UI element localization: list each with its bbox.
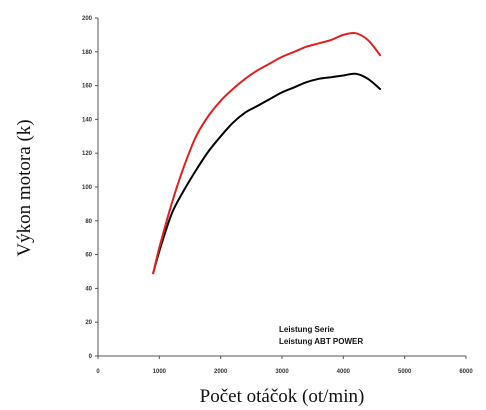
- y-tick-label: 80: [85, 219, 92, 225]
- x-tick-label: 3000: [275, 369, 289, 375]
- y-tick-label: 20: [85, 320, 92, 326]
- y-tick-label: 0: [89, 354, 93, 360]
- x-tick-labels: 0 1000 2000 3000 4000 5000 6000: [96, 356, 473, 375]
- y-tick-label: 180: [82, 50, 93, 56]
- x-tick-label: 5000: [398, 369, 412, 375]
- x-tick-label: 1000: [153, 369, 167, 375]
- y-axis-title: Výkon motora (k): [14, 119, 35, 256]
- y-tick-label: 140: [82, 117, 93, 123]
- x-tick-label: 2000: [214, 369, 228, 375]
- y-tick-label: 120: [82, 151, 93, 157]
- legend-entry-abt-power: Leistung ABT POWER: [279, 337, 363, 346]
- x-tick-label: 0: [96, 369, 100, 375]
- y-tick-labels: 0 20 40 60 80 100 120 140 160 180 200: [82, 16, 98, 360]
- y-tick-label: 40: [85, 286, 92, 292]
- x-tick-label: 6000: [459, 369, 473, 375]
- y-tick-label: 160: [82, 84, 93, 90]
- legend-entry-serie: Leistung Serie: [279, 325, 335, 334]
- series-layer: [152, 31, 382, 275]
- y-tick-label: 60: [85, 253, 92, 259]
- axes: [97, 18, 466, 357]
- series-line-serie: [152, 72, 382, 275]
- x-tick-label: 4000: [337, 369, 351, 375]
- y-tick-label: 200: [82, 16, 93, 22]
- y-tick-label: 100: [82, 185, 93, 191]
- legend: Leistung Serie Leistung ABT POWER: [279, 325, 363, 346]
- series-line-abt-power: [152, 31, 382, 275]
- x-axis-title: Počet otáčok (ot/min): [200, 386, 365, 407]
